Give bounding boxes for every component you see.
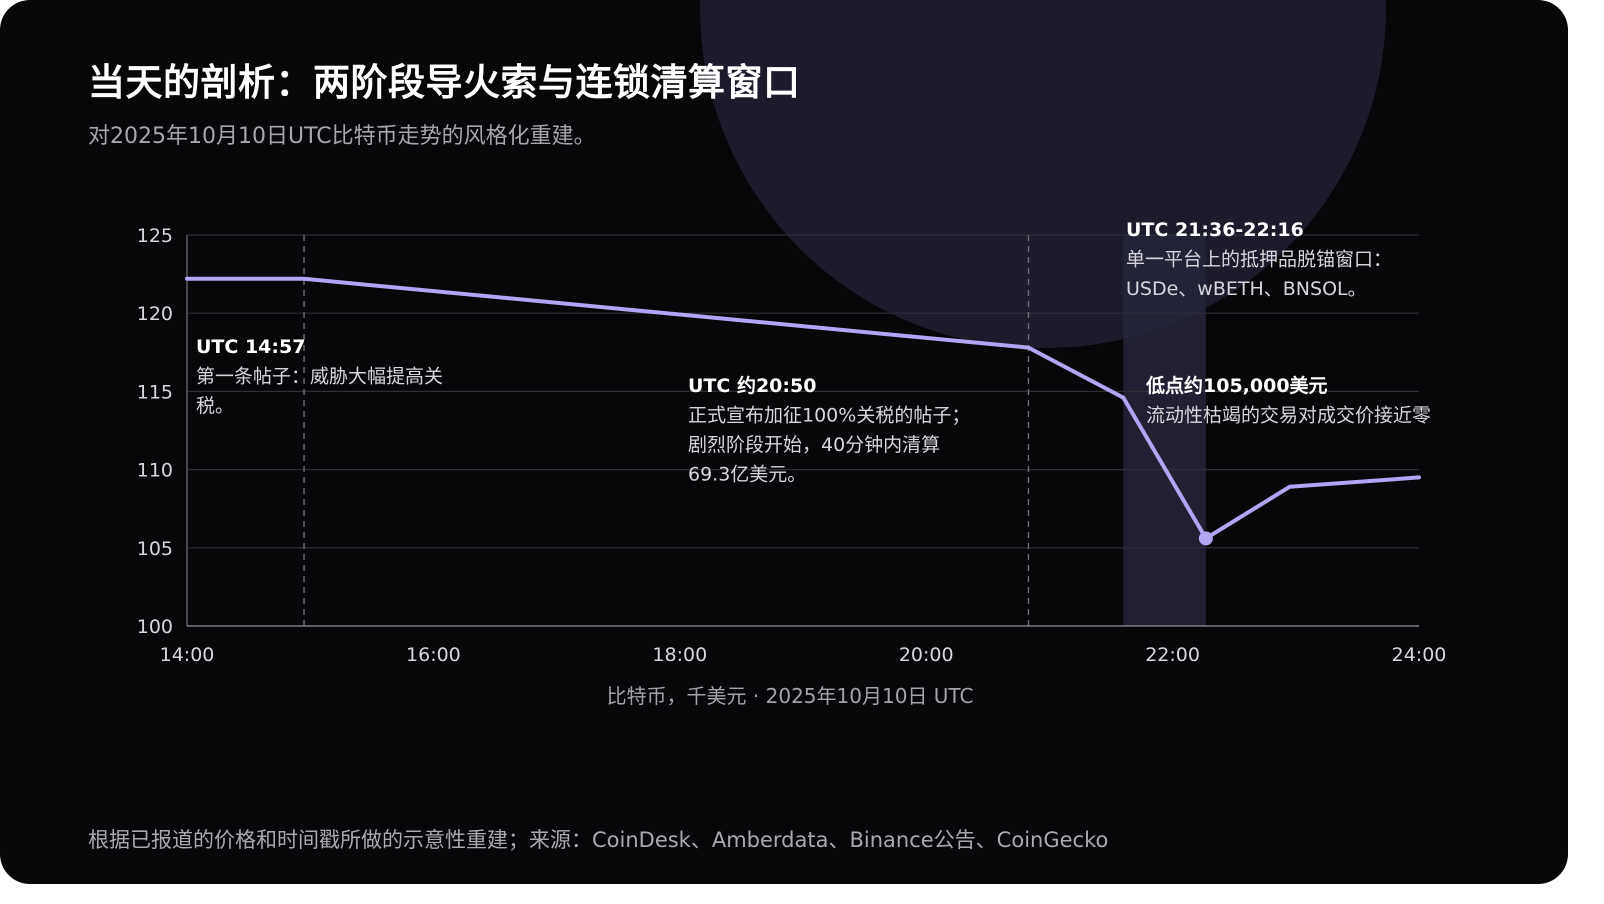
low-point-marker xyxy=(1198,531,1213,546)
price-line xyxy=(185,276,1421,541)
x-tick-label: 18:00 xyxy=(652,644,707,666)
annotation-text: 正式宣布加征100%关税的帖子； xyxy=(688,405,970,427)
event-markers xyxy=(303,235,1030,626)
annotation-text: 第一条帖子：威胁大幅提高关 xyxy=(196,366,443,388)
annotation-text: 剧烈阶段开始，40分钟内清算 xyxy=(688,434,940,456)
annotation-heading: UTC 14:57 xyxy=(196,336,305,358)
source-footnote: 根据已报道的价格和时间戳所做的示意性重建；来源：CoinDesk、Amberda… xyxy=(88,828,1109,852)
annotation-text: 流动性枯竭的交易对成交价接近零 xyxy=(1146,405,1431,427)
annotation-text: 单一平台上的抵押品脱锚窗口： xyxy=(1126,249,1392,271)
x-tick-label: 20:00 xyxy=(899,644,954,666)
annotation-2: UTC 约20:50 正式宣布加征100%关税的帖子； 剧烈阶段开始，40分钟内清算… xyxy=(688,374,970,486)
annotation-text: USDe、wBETH、BNSOL。 xyxy=(1126,278,1367,300)
y-tick-label: 120 xyxy=(137,303,173,325)
x-tick-label: 22:00 xyxy=(1145,644,1200,666)
collateral-depeg-band-layer xyxy=(1123,235,1206,626)
x-axis-caption: 比特币，千美元 · 2025年10月10日 UTC xyxy=(607,684,974,708)
x-tick-label: 24:00 xyxy=(1392,644,1447,666)
y-tick-label: 100 xyxy=(137,616,173,638)
chart-card: 当天的剖析：两阶段导火索与连锁清算窗口 对2025年10月10日UTC比特币走势… xyxy=(0,0,1568,884)
depeg-window-band xyxy=(1123,235,1206,626)
page-subtitle: 对2025年10月10日UTC比特币走势的风格化重建。 xyxy=(88,124,596,149)
y-tick-label: 110 xyxy=(137,460,173,482)
annotation-heading: 低点约105,000美元 xyxy=(1145,374,1328,397)
axes xyxy=(186,235,1419,627)
annotation-text: 税。 xyxy=(196,395,234,417)
y-tick-label: 115 xyxy=(137,381,173,403)
x-tick-label: 14:00 xyxy=(160,644,215,666)
tick-labels: 100 105 110 115 120 125 14:00 16:00 18:00 20:00 22… xyxy=(137,225,1447,666)
annotation-3: UTC 21:36-22:16 单一平台上的抵押品脱锚窗口： USDe、wBETH、… xyxy=(1126,219,1392,300)
annotation-heading: UTC 21:36-22:16 xyxy=(1126,219,1304,241)
page-title: 当天的剖析：两阶段导火索与连锁清算窗口 xyxy=(88,61,801,104)
annotation-heading: UTC 约20:50 xyxy=(688,374,816,397)
y-tick-label: 125 xyxy=(137,225,173,247)
gridlines xyxy=(187,234,1419,549)
x-tick-label: 16:00 xyxy=(406,644,461,666)
price-chart: 100 105 110 115 120 125 14:00 16:00 18:00 20:00 22… xyxy=(137,219,1447,708)
annotation-text: 69.3亿美元。 xyxy=(688,464,806,486)
price-series xyxy=(185,276,1421,546)
y-tick-label: 105 xyxy=(137,538,173,560)
